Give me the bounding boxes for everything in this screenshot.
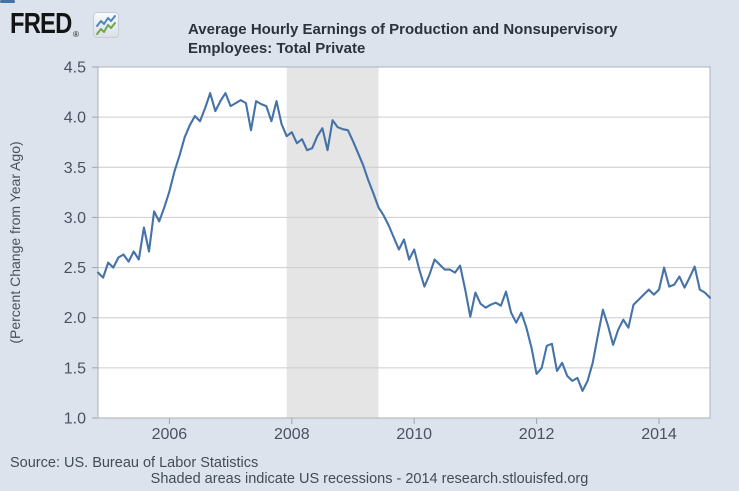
- data-line: [96, 92, 712, 392]
- y-tick-label: 1.5: [64, 360, 86, 377]
- y-tick-label: 1.0: [64, 411, 86, 428]
- y-tick-label: 3.0: [64, 210, 86, 227]
- x-tick-label: 2014: [641, 426, 677, 443]
- fred-logo: FRED ®: [10, 10, 119, 39]
- recession-note: Shaded areas indicate US recessions - 20…: [150, 471, 589, 487]
- line-series-marker: [0, 0, 15, 3]
- y-tick-label: 2.5: [64, 260, 86, 277]
- x-tick-label: 2008: [274, 426, 310, 443]
- y-tick-label: 4.0: [64, 110, 86, 127]
- source-note: Source: US. Bureau of Labor Statistics: [10, 455, 259, 471]
- fred-logo-text: FRED: [10, 8, 72, 40]
- x-tick-label: 2010: [396, 426, 432, 443]
- sparkline-chart-icon: [92, 12, 119, 38]
- y-axis-title: (Percent Change from Year Ago): [7, 141, 23, 343]
- y-tick-label: 2.0: [64, 310, 86, 327]
- x-tick-label: 2012: [519, 426, 555, 443]
- x-tick-label: 2006: [152, 426, 188, 443]
- plot-border: [97, 66, 711, 419]
- registered-mark: ®: [72, 30, 79, 39]
- series-legend-label: Average Hourly Earnings of Production an…: [188, 21, 618, 57]
- y-tick-label: 3.5: [64, 160, 86, 177]
- chart-header: FRED ® Average Hourly Earnings of Produc…: [0, 0, 739, 62]
- y-tick-label: 4.5: [64, 60, 86, 77]
